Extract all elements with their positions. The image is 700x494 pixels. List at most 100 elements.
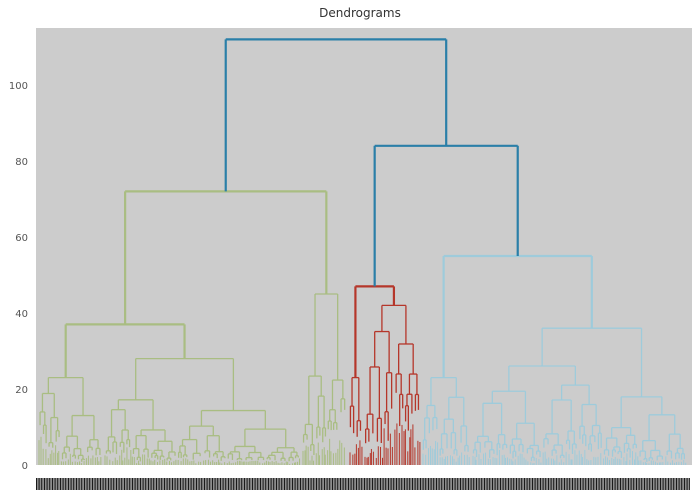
leaf-label (188, 478, 190, 490)
leaf-label (199, 478, 201, 490)
leaf-label (407, 478, 409, 490)
leaf-label (285, 478, 287, 490)
leaf-label (524, 478, 526, 490)
leaf-label (506, 478, 508, 490)
leaf-label (109, 478, 111, 490)
leaf-label (74, 478, 76, 490)
y-tick-label: 40 (15, 309, 28, 320)
leaf-label (208, 478, 210, 490)
leaf-label (394, 478, 396, 490)
leaf-label (176, 478, 178, 490)
leaf-label (450, 478, 452, 490)
leaf-label (528, 478, 530, 490)
leaf-label (687, 478, 689, 490)
leaf-label (549, 478, 551, 490)
leaf-label (653, 478, 655, 490)
leaf-label (445, 478, 447, 490)
leaf-label (468, 478, 470, 490)
leaf-label (677, 478, 679, 490)
leaf-label (290, 478, 292, 490)
leaf-label (460, 478, 462, 490)
leaf-label (485, 478, 487, 490)
leaf-label (440, 478, 442, 490)
leaf-label (362, 478, 364, 490)
leaf-label (666, 478, 668, 490)
leaf-label (204, 478, 206, 490)
leaf-label (45, 478, 47, 490)
leaf-label (213, 478, 215, 490)
leaf-label (405, 478, 407, 490)
leaf-label (232, 478, 234, 490)
leaf-label (418, 478, 420, 490)
leaf-label (71, 478, 73, 490)
leaf-label (471, 478, 473, 490)
leaf-label (108, 478, 110, 490)
leaf-label (164, 478, 166, 490)
leaf-label (676, 478, 678, 490)
leaf-label (396, 478, 398, 490)
leaf-label (466, 478, 468, 490)
leaf-label (479, 478, 481, 490)
leaf-label (295, 478, 297, 490)
leaf-label (480, 478, 482, 490)
leaf-label (261, 478, 263, 490)
leaf-label (90, 478, 92, 490)
leaf-label (172, 478, 174, 490)
leaf-label (600, 478, 602, 490)
y-tick-label: 100 (9, 81, 28, 92)
leaf-label (276, 478, 278, 490)
leaf-label (404, 478, 406, 490)
leaf-label (189, 478, 191, 490)
leaf-label (183, 478, 185, 490)
leaf-label (332, 478, 334, 490)
leaf-label (541, 478, 543, 490)
leaf-label (613, 478, 615, 490)
leaf-label (338, 478, 340, 490)
leaf-label (508, 478, 510, 490)
leaf-label (130, 478, 132, 490)
leaf-label (138, 478, 140, 490)
leaf-label (116, 478, 118, 490)
leaf-label (284, 478, 286, 490)
leaf-label (616, 478, 618, 490)
leaf-label (448, 478, 450, 490)
leaf-label (162, 478, 164, 490)
leaf-label (111, 478, 113, 490)
leaf-label (55, 478, 57, 490)
leaf-label (512, 478, 514, 490)
leaf-label (293, 478, 295, 490)
leaf-label (143, 478, 145, 490)
y-tick-label: 20 (15, 385, 28, 396)
leaf-label (516, 478, 518, 490)
leaf-label (552, 478, 554, 490)
leaf-label (504, 478, 506, 490)
leaf-label (242, 478, 244, 490)
leaf-label (197, 478, 199, 490)
leaf-label (408, 478, 410, 490)
leaf-label (615, 478, 617, 490)
leaf-label (319, 478, 321, 490)
leaf-label (682, 478, 684, 490)
leaf-label (588, 478, 590, 490)
leaf-label (61, 478, 63, 490)
leaf-label (128, 478, 130, 490)
leaf-label (652, 478, 654, 490)
leaf-label (210, 478, 212, 490)
chart-title: Dendrograms (319, 6, 401, 20)
leaf-label (324, 478, 326, 490)
leaf-label (637, 478, 639, 490)
leaf-label (64, 478, 66, 490)
leaf-label (392, 478, 394, 490)
leaf-label (378, 478, 380, 490)
leaf-label (413, 478, 415, 490)
leaf-label (498, 478, 500, 490)
leaf-label (250, 478, 252, 490)
leaf-label (170, 478, 172, 490)
leaf-label (351, 478, 353, 490)
leaf-label (60, 478, 62, 490)
leaf-label (501, 478, 503, 490)
leaf-label (184, 478, 186, 490)
leaf-label (156, 478, 158, 490)
leaf-label (300, 478, 302, 490)
leaf-label (583, 478, 585, 490)
